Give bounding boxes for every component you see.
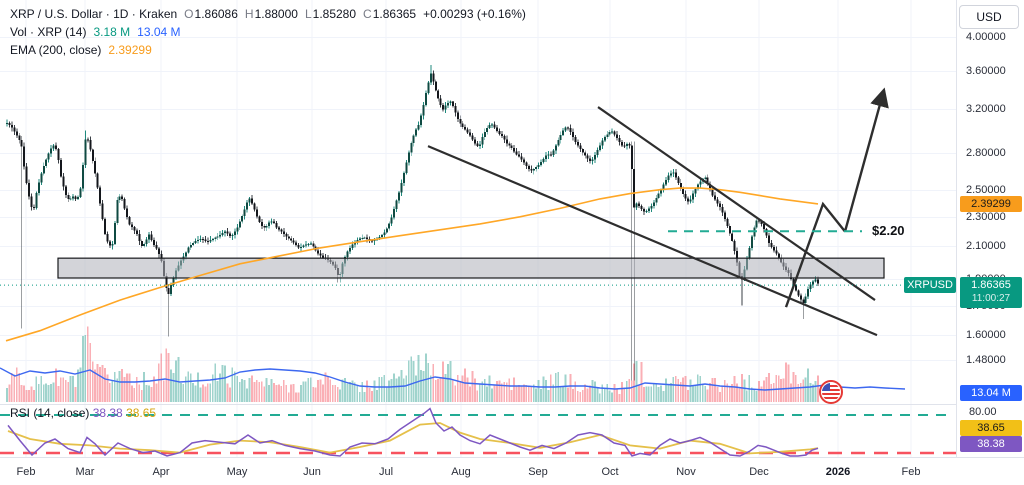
rsi-legend-row[interactable]: RSI (14, close) 38.38 38.65 [10, 406, 156, 420]
price-axis-label: 3.60000 [966, 65, 1006, 77]
ema-200-line[interactable] [5, 187, 819, 342]
ohlc-change: +0.00293 (+0.16%) [423, 7, 526, 21]
current-price-badge: 1.86365 11:00:27 [960, 277, 1022, 308]
ema-label: EMA (200, close) [10, 43, 102, 57]
price-axis-label: 4.00000 [966, 31, 1006, 43]
price-axis-label: 3.20000 [966, 103, 1006, 115]
trendline-upper-channel[interactable] [597, 106, 876, 301]
candlesticks [6, 64, 819, 381]
price-axis-label: 2.30000 [966, 211, 1006, 223]
time-axis-label: Jun [303, 466, 321, 478]
projection-arrow[interactable] [843, 87, 889, 232]
chart-legend: XRP / U.S. Dollar · 1D · Kraken O1.86086… [10, 7, 526, 61]
trendline-long-descending[interactable] [427, 145, 878, 337]
time-axis-label: Jul [378, 466, 394, 478]
rsi-ma-badge: 38.65 [960, 420, 1022, 436]
volume-legend-row[interactable]: Vol · XRP (14) 3.18 M 13.04 M [10, 25, 526, 40]
volume-label: Vol · XRP (14) [10, 25, 87, 39]
time-axis-label: Mar [75, 466, 95, 478]
price-axis[interactable]: 2.39299 1.86365 11:00:27 13.04 M 80.00 3… [956, 0, 1024, 457]
rsi-line [7, 407, 819, 457]
volume-bars [6, 326, 819, 402]
time-axis-label: May [226, 466, 248, 478]
gridlines [0, 0, 956, 457]
main-chart-area[interactable] [0, 0, 956, 457]
rsi-label: RSI (14, close) [10, 406, 90, 420]
price-target-label[interactable]: $2.20 [872, 223, 905, 238]
volume-ma-line [0, 367, 906, 391]
price-axis-label: 2.10000 [966, 240, 1006, 252]
ohlc-close: C1.86365 [363, 7, 417, 21]
time-axis-label: Sep [528, 466, 548, 478]
price-axis-label: 2.80000 [966, 147, 1006, 159]
volume-ma-badge: 13.04 M [960, 385, 1022, 401]
price-chart-svg [0, 0, 956, 457]
time-axis-label: Oct [601, 466, 619, 478]
rsi-value-badge: 38.38 [960, 436, 1022, 452]
volume-ma-value: 13.04 M [137, 25, 181, 39]
rsi-ma-value: 38.65 [126, 406, 157, 420]
price-axis-label: 2.50000 [966, 184, 1006, 196]
currency-toggle-button[interactable]: USD [959, 5, 1019, 29]
symbol-title: XRP / U.S. Dollar · 1D · Kraken [10, 7, 178, 21]
time-axis[interactable]: Feb Mar Apr May Jun Jul Aug Sep Oct Nov Dec 2026 Feb [0, 457, 1024, 485]
time-axis-label: Feb [901, 466, 921, 478]
ohlc-low: L1.85280 [304, 7, 357, 21]
rsi-upper-band-label: 80.00 [969, 406, 997, 418]
volume-value: 3.18 M [93, 25, 131, 39]
ema-value: 2.39299 [108, 43, 152, 57]
us-flag-event-icon[interactable] [819, 380, 843, 404]
projection-zigzag[interactable] [784, 201, 846, 308]
price-axis-label: 1.60000 [966, 329, 1006, 341]
price-axis-label: 1.48000 [966, 354, 1006, 366]
support-zone-drawing[interactable] [57, 257, 885, 279]
time-axis-label: Apr [152, 466, 170, 478]
rsi-value: 38.38 [92, 406, 123, 420]
time-axis-label: Aug [451, 466, 471, 478]
ohlc-open: O1.86086 [184, 7, 238, 21]
current-price-value: 1.86365 [971, 279, 1011, 291]
ema-legend-row[interactable]: EMA (200, close) 2.39299 [10, 43, 526, 58]
symbol-legend-row[interactable]: XRP / U.S. Dollar · 1D · Kraken O1.86086… [10, 7, 526, 22]
time-axis-label: 2026 [825, 466, 851, 478]
rsi-ma-line [7, 422, 819, 455]
time-axis-label: Nov [676, 466, 696, 478]
symbol-price-label: XRPUSD [904, 277, 956, 293]
ema-price-badge: 2.39299 [960, 196, 1022, 212]
time-axis-label: Dec [749, 466, 769, 478]
ohlc-high: H1.88000 [244, 7, 298, 21]
time-axis-label: Feb [16, 466, 36, 478]
bar-countdown: 11:00:27 [971, 293, 1011, 304]
